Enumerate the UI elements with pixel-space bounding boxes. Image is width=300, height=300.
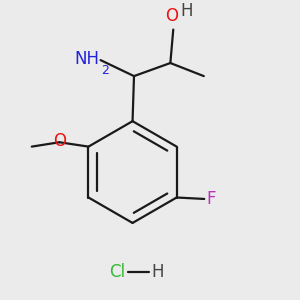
Text: O: O [165, 7, 178, 25]
Text: H: H [181, 2, 193, 20]
Text: O: O [53, 132, 66, 150]
Text: H: H [152, 263, 164, 281]
Text: F: F [207, 190, 216, 208]
Text: NH: NH [74, 50, 99, 68]
Text: 2: 2 [101, 64, 109, 76]
Text: Cl: Cl [109, 263, 125, 281]
